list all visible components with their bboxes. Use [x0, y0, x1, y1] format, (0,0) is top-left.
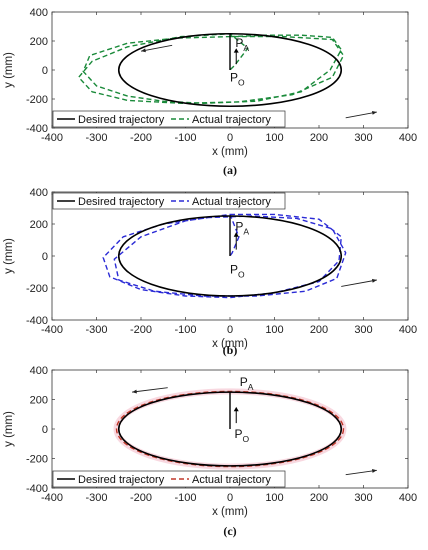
direction-arrow — [345, 111, 377, 119]
direction-arrowhead — [372, 469, 377, 473]
plot-content — [102, 213, 377, 299]
annotation-label: PO — [230, 71, 245, 88]
series-line — [102, 213, 347, 299]
x-tick-label: 200 — [310, 324, 328, 336]
direction-arrowhead — [233, 48, 239, 53]
annotation-label: PO — [234, 427, 249, 444]
x-tick-label: 300 — [354, 492, 372, 504]
plot-content — [113, 387, 377, 476]
plot-content — [77, 32, 377, 119]
y-axis-label: y (mm) — [3, 238, 15, 274]
annotation-subscript: O — [238, 78, 245, 88]
legend-label-desired: Desired trajectory — [78, 114, 165, 126]
chart-panel-b: -400 -300 -200 -100 0 100 200 300 400 -400 -200 0 20… — [3, 187, 417, 357]
x-tick-label: -400 — [41, 324, 63, 336]
x-tick-label: 300 — [354, 132, 372, 144]
legend-label-actual: Actual trajectory — [192, 114, 271, 126]
legend-label-desired: Desired trajectory — [78, 196, 165, 208]
direction-arrow — [345, 469, 377, 476]
chart-panel-a: -400 -300 -200 -100 0 100 200 300 400 -400 -200 0 20… — [3, 7, 417, 177]
legend-label-actual: Actual trajectory — [192, 196, 271, 208]
x-tick-label: -100 — [174, 132, 196, 144]
panel-caption: (a) — [223, 163, 237, 177]
annotation-label: PO — [230, 263, 245, 280]
x-axis-label: x (mm) — [212, 338, 248, 350]
annotation-label: PA — [235, 36, 249, 53]
y-axis-label: y (mm) — [3, 52, 15, 88]
x-tick-label: -300 — [85, 132, 107, 144]
annotation-subscript: O — [242, 434, 249, 444]
y-tick-label: 0 — [42, 251, 48, 263]
direction-arrowhead — [371, 110, 377, 115]
x-tick-label: 300 — [354, 324, 372, 336]
x-tick-label: 100 — [265, 324, 283, 336]
x-tick-label: -400 — [41, 492, 63, 504]
legend-label-desired: Desired trajectory — [78, 474, 165, 486]
direction-arrow — [341, 279, 377, 287]
x-tick-label: -300 — [85, 324, 107, 336]
direction-arrowhead — [141, 48, 146, 53]
x-tick-label: 100 — [265, 132, 283, 144]
y-tick-label: 0 — [42, 424, 48, 436]
direction-arrowhead — [132, 389, 137, 394]
annotation-subscript: A — [243, 226, 249, 236]
legend: Desired trajectory Actual trajectory — [52, 192, 286, 210]
chart-panel-c: -400 -300 -200 -100 0 100 200 300 400 -400 -200 0 20… — [3, 365, 417, 538]
y-tick-label: 200 — [30, 36, 48, 48]
panel-caption: (b) — [223, 343, 238, 357]
x-tick-label: 100 — [265, 492, 283, 504]
y-tick-label: -400 — [26, 315, 48, 327]
x-tick-label: 0 — [227, 132, 233, 144]
x-tick-label: 400 — [399, 132, 417, 144]
annotation-label: PA — [235, 219, 249, 236]
x-tick-label: 200 — [310, 132, 328, 144]
y-tick-label: -200 — [26, 283, 48, 295]
legend-box — [52, 470, 286, 488]
legend-box — [52, 192, 286, 210]
x-tick-label: 400 — [399, 492, 417, 504]
panel-caption: (c) — [223, 524, 236, 538]
legend-label-actual: Actual trajectory — [192, 474, 271, 486]
annotation-subscript: A — [243, 43, 249, 53]
y-tick-label: 0 — [42, 65, 48, 77]
y-tick-label: -200 — [26, 94, 48, 106]
direction-arrow — [132, 387, 168, 393]
y-tick-label: -400 — [26, 483, 48, 495]
annotation-subscript: O — [238, 270, 245, 280]
x-tick-label: 0 — [227, 492, 233, 504]
y-tick-label: 200 — [30, 395, 48, 407]
y-tick-label: 400 — [30, 187, 48, 199]
y-tick-label: -200 — [26, 454, 48, 466]
y-tick-label: 200 — [30, 219, 48, 231]
x-tick-label: -300 — [85, 492, 107, 504]
legend: Desired trajectory Actual trajectory — [52, 110, 286, 128]
direction-arrowhead — [371, 278, 377, 283]
legend: Desired trajectory Actual trajectory — [52, 470, 286, 488]
x-tick-label: 200 — [310, 492, 328, 504]
y-axis-label: y (mm) — [3, 411, 15, 447]
y-tick-label: 400 — [30, 7, 48, 19]
x-tick-label: -400 — [41, 132, 63, 144]
y-tick-label: -400 — [26, 123, 48, 135]
legend-box — [52, 110, 286, 128]
x-tick-label: -200 — [130, 324, 152, 336]
direction-arrow — [140, 44, 173, 52]
x-tick-label: 0 — [227, 324, 233, 336]
x-tick-label: -100 — [174, 492, 196, 504]
x-tick-label: -100 — [174, 324, 196, 336]
direction-arrowhead — [233, 232, 239, 237]
x-tick-label: 400 — [399, 324, 417, 336]
y-tick-label: 400 — [30, 365, 48, 377]
x-axis-label: x (mm) — [212, 146, 248, 158]
direction-arrowhead — [233, 406, 239, 412]
x-tick-label: -200 — [130, 132, 152, 144]
x-axis-label: x (mm) — [212, 506, 248, 518]
annotation-subscript: A — [248, 382, 254, 392]
x-tick-label: -200 — [130, 492, 152, 504]
